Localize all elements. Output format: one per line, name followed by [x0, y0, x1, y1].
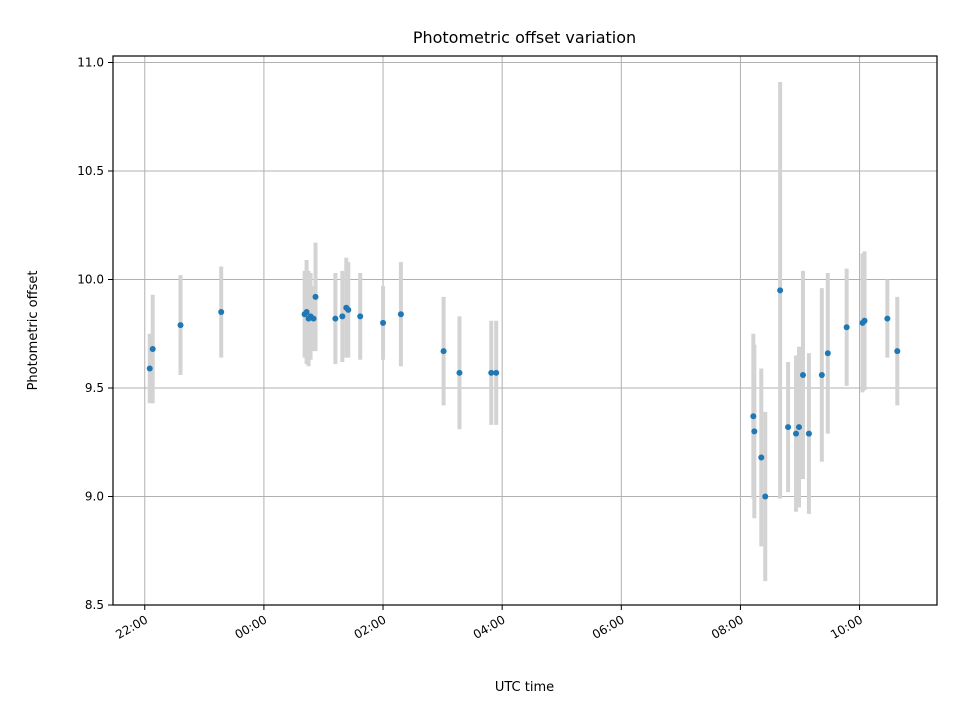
data-point [177, 322, 184, 329]
y-tick-label: 8.5 [85, 598, 104, 612]
data-point [799, 371, 806, 378]
x-axis-label: UTC time [495, 680, 554, 695]
grid [113, 56, 937, 606]
data-points [146, 287, 901, 500]
data-point [793, 430, 800, 437]
data-point [488, 369, 495, 376]
data-point [796, 424, 803, 431]
data-point [824, 350, 831, 357]
data-point [380, 319, 387, 326]
data-point [861, 317, 868, 324]
x-tick-label: 10:00 [828, 612, 865, 641]
y-tick-label: 9.5 [85, 381, 104, 395]
data-point [751, 428, 758, 435]
data-point [312, 293, 319, 300]
chart-title: Photometric offset variation [413, 28, 636, 47]
data-point [785, 424, 792, 431]
data-point [750, 413, 757, 420]
data-point [339, 313, 346, 320]
y-tick-label: 9.0 [85, 490, 104, 504]
data-point [493, 369, 500, 376]
data-point [332, 315, 339, 322]
x-axis-ticks: 22:00 00:00 02:00 04:00 06:00 08:00 10:00 [113, 605, 865, 642]
data-point [818, 371, 825, 378]
x-tick-label: 22:00 [113, 612, 150, 641]
y-tick-label: 11.0 [77, 56, 104, 70]
x-tick-label: 08:00 [709, 612, 746, 641]
data-point [762, 493, 769, 500]
data-point [894, 348, 901, 355]
data-point [218, 309, 225, 316]
x-tick-label: 00:00 [232, 612, 269, 641]
y-axis-ticks: 8.5 9.0 9.5 10.0 10.5 11.0 [77, 56, 113, 612]
data-point [758, 454, 765, 461]
errorbars [147, 82, 900, 582]
data-point [456, 369, 463, 376]
data-point [884, 315, 891, 322]
y-axis-label: Photometric offset [26, 271, 41, 391]
data-point [149, 345, 156, 352]
data-point [397, 311, 404, 318]
data-point [440, 348, 447, 355]
data-point [357, 313, 364, 320]
y-tick-label: 10.0 [77, 273, 104, 287]
data-point [345, 306, 352, 313]
x-tick-label: 04:00 [471, 612, 508, 641]
data-point [146, 365, 153, 372]
x-tick-label: 06:00 [590, 612, 627, 641]
plot-frame [112, 55, 938, 606]
data-point [805, 430, 812, 437]
y-tick-label: 10.5 [77, 164, 104, 178]
data-point [843, 324, 850, 331]
x-tick-label: 02:00 [352, 612, 389, 641]
data-point [303, 309, 310, 316]
data-point [310, 315, 317, 322]
data-point [777, 287, 784, 294]
